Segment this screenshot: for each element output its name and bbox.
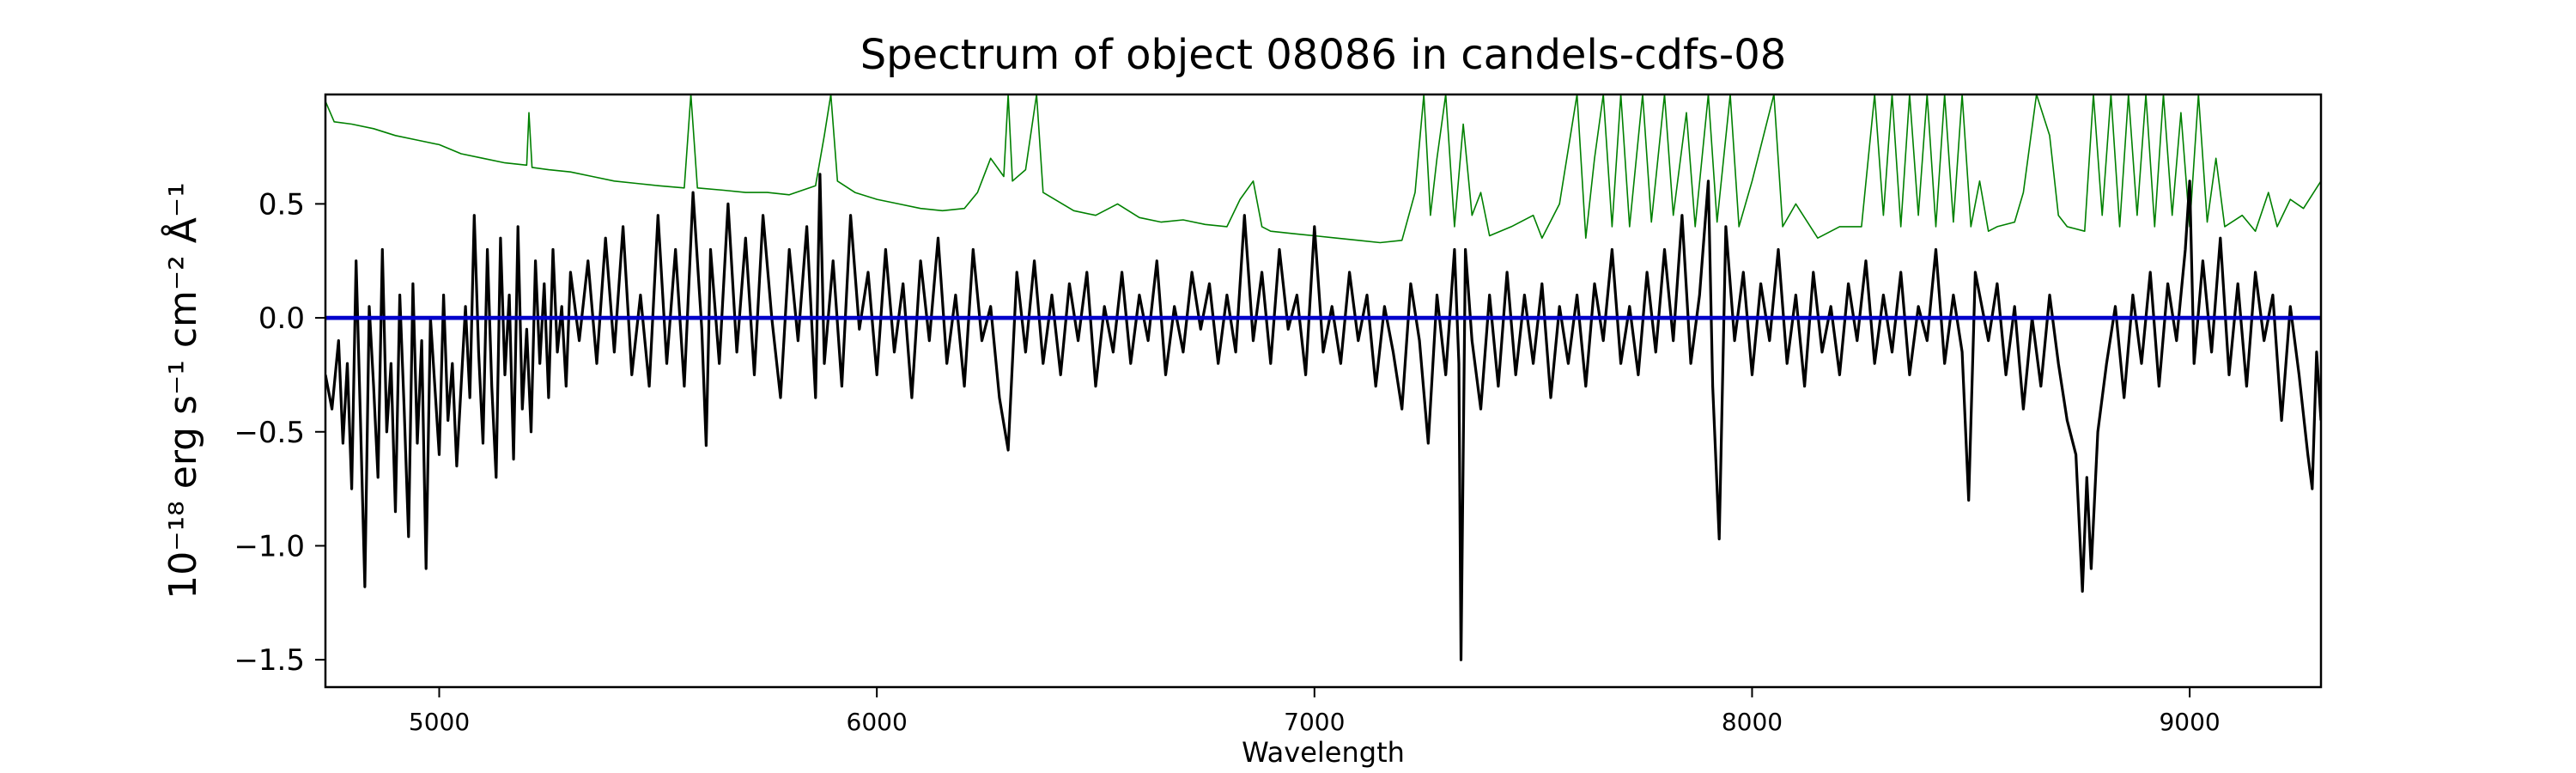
x-tick-label: 5000 <box>409 708 470 736</box>
y-tick-label: −0.5 <box>234 416 305 450</box>
series-noise-line <box>325 94 2321 244</box>
series-layer <box>325 94 2321 661</box>
x-axis-label: Wavelength <box>1242 736 1405 769</box>
y-tick-label: −1.5 <box>234 643 305 678</box>
chart-title: Spectrum of object 08086 in candels-cdfs… <box>860 31 1787 79</box>
x-axis: 5000 6000 7000 8000 9000 <box>409 687 2221 736</box>
y-axis: −1.5 −1.0 −0.5 0.0 0.5 <box>234 187 325 678</box>
y-tick-label: 0.5 <box>258 187 305 222</box>
y-tick-label: 0.0 <box>258 301 305 336</box>
x-tick-label: 6000 <box>847 708 908 736</box>
series-spectrum-line <box>325 173 2321 661</box>
y-axis-label: 10⁻¹⁸ erg s⁻¹ cm⁻² Å⁻¹ <box>160 182 205 599</box>
x-tick-label: 7000 <box>1284 708 1345 736</box>
x-tick-label: 8000 <box>1722 708 1783 736</box>
plot-frame <box>324 93 2323 689</box>
x-tick-label: 9000 <box>2159 708 2220 736</box>
y-tick-label: −1.0 <box>234 529 305 563</box>
